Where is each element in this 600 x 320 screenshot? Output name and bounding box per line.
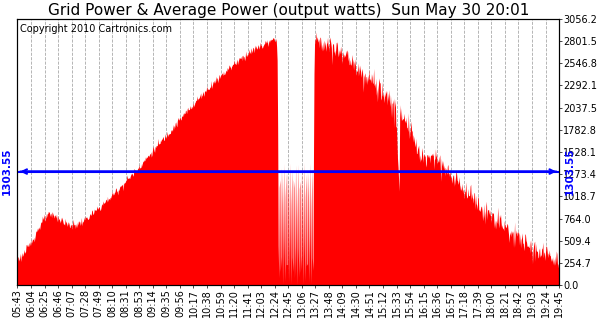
Text: 1303.55: 1303.55 [565, 148, 574, 195]
Title: Grid Power & Average Power (output watts)  Sun May 30 20:01: Grid Power & Average Power (output watts… [47, 3, 529, 18]
Text: Copyright 2010 Cartronics.com: Copyright 2010 Cartronics.com [20, 24, 172, 34]
Text: 1303.55: 1303.55 [2, 148, 12, 195]
